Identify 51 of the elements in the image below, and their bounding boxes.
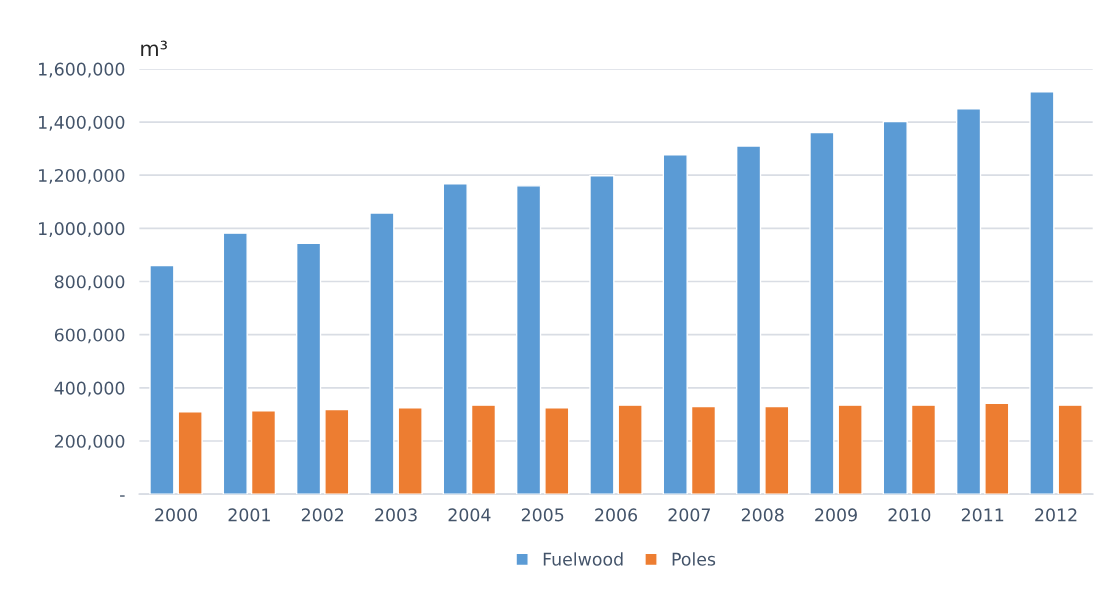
bar (369, 212, 395, 495)
x-tick-label: 2011 (961, 508, 1004, 522)
bar (470, 404, 497, 495)
x-tick-label: 2005 (521, 508, 564, 522)
y-tick-label: 1,000,000 (39, 222, 125, 237)
y-tick-label: 600,000 (54, 328, 125, 344)
y-tick-label: - (120, 495, 125, 497)
bar (149, 264, 175, 495)
bar (735, 145, 762, 495)
x-tick-label: 2001 (228, 508, 270, 522)
bar (397, 407, 423, 495)
bar (1029, 91, 1055, 495)
bar (662, 154, 688, 495)
bar (1057, 404, 1083, 495)
bar (617, 404, 643, 495)
bar (984, 402, 1010, 495)
y-tick-label: 800,000 (54, 275, 125, 291)
y-tick-label: 400,000 (54, 381, 125, 397)
y-tick-label: 1,600,000 (39, 62, 125, 78)
bar (324, 408, 350, 495)
x-tick-label: 2009 (815, 508, 857, 522)
x-tick-label: 2006 (595, 508, 638, 522)
legend-label: Fuelwood (543, 552, 623, 566)
legend-label: Poles (672, 552, 716, 566)
y-tick-label: 200,000 (54, 434, 125, 450)
bar (882, 120, 908, 495)
y-tick-label: 1,400,000 (39, 115, 125, 131)
bar (837, 404, 863, 495)
x-tick-label: 2000 (155, 508, 197, 522)
bar (222, 232, 248, 495)
x-tick-label: 2008 (741, 508, 784, 522)
x-tick-label: 2004 (448, 508, 491, 522)
bar (250, 410, 277, 495)
bar (295, 242, 322, 495)
bar (910, 404, 937, 495)
bar (764, 405, 790, 495)
x-tick-label: 2003 (375, 508, 417, 522)
x-tick-label: 2002 (301, 508, 344, 522)
bar (955, 108, 982, 495)
x-tick-label: 2007 (668, 508, 710, 522)
x-tick-label: 2012 (1035, 508, 1077, 522)
bar (515, 185, 542, 495)
bar (809, 131, 835, 495)
y-tick-label: 1,200,000 (39, 168, 125, 184)
bar (589, 175, 615, 495)
bar (544, 407, 570, 495)
bar (690, 405, 717, 495)
bar (177, 411, 203, 495)
y-axis-title: m³ (141, 40, 167, 57)
x-tick-label: 2010 (888, 508, 931, 522)
bar (442, 183, 468, 495)
